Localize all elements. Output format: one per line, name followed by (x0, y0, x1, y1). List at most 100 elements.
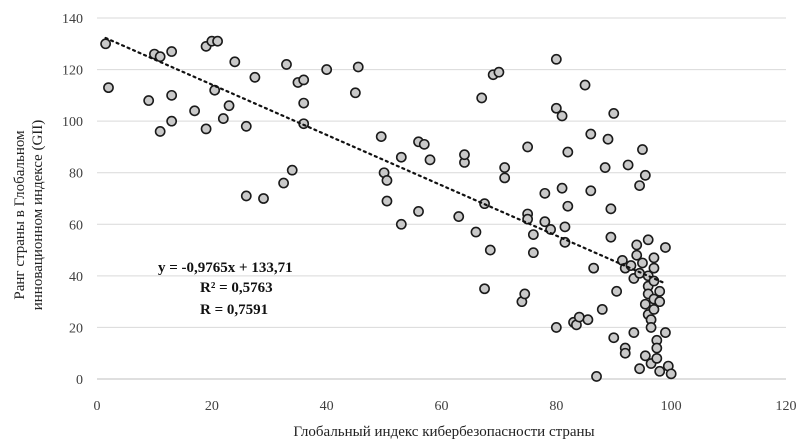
data-point (349, 87, 361, 99)
x-tick-label: 120 (776, 399, 797, 414)
data-point (660, 242, 671, 253)
data-point (642, 234, 654, 246)
data-point (223, 100, 235, 112)
data-point (605, 231, 617, 243)
data-point (286, 164, 298, 176)
data-point (212, 35, 223, 47)
data-point (189, 105, 201, 117)
y-axis-title-line-2: инновационном индексе (GII) (30, 120, 46, 311)
y-tick-label: 120 (62, 64, 83, 79)
data-point (550, 102, 562, 114)
data-point (519, 288, 531, 300)
data-point (573, 311, 585, 323)
x-tick-label: 100 (661, 399, 682, 414)
data-point (240, 120, 252, 132)
data-point (459, 149, 470, 161)
y-axis-title-line-1: Ранг страны в Глобальном (12, 130, 28, 300)
data-point (470, 226, 482, 238)
data-point (229, 56, 241, 68)
data-point (493, 66, 505, 78)
data-point (527, 247, 539, 259)
data-point (654, 365, 666, 377)
data-point (556, 110, 568, 122)
x-tick-label: 60 (435, 399, 449, 414)
x-tick-label: 20 (205, 399, 219, 414)
data-point (637, 144, 648, 155)
data-point (648, 262, 660, 274)
data-point (154, 126, 166, 137)
data-point (562, 146, 574, 158)
data-point (281, 59, 292, 70)
y-tick-label: 0 (76, 373, 83, 388)
data-point (602, 133, 614, 145)
data-point (631, 249, 643, 261)
data-point (634, 180, 645, 192)
data-point (240, 190, 252, 202)
data-point (418, 138, 430, 150)
data-point (608, 108, 620, 119)
data-point (484, 244, 496, 256)
data-point (639, 350, 651, 362)
data-point (249, 71, 261, 83)
y-tick-label: 20 (69, 321, 83, 336)
data-point (608, 332, 620, 344)
data-point (424, 154, 436, 166)
data-point (654, 296, 666, 308)
data-point (596, 303, 608, 315)
data-point (499, 172, 511, 184)
data-point (639, 169, 651, 181)
data-point (562, 200, 574, 212)
data-point (639, 298, 651, 310)
y-tick-label: 140 (62, 12, 83, 27)
data-point (476, 92, 488, 104)
data-point (611, 285, 623, 297)
data-point (628, 327, 640, 338)
data-point (381, 175, 393, 186)
x-tick-label: 40 (320, 399, 334, 414)
data-point (637, 257, 648, 269)
y-axis-title: Ранг страны в Глобальном инновационном и… (12, 120, 46, 311)
data-point (166, 46, 178, 57)
data-point (660, 327, 671, 338)
data-point (605, 203, 617, 215)
data-point (166, 89, 178, 101)
data-point (585, 128, 597, 140)
data-point (645, 322, 657, 333)
data-point (321, 64, 333, 75)
data-point (413, 205, 424, 217)
data-point (103, 82, 114, 94)
data-point (143, 95, 155, 106)
data-point (585, 185, 597, 197)
data-point (278, 177, 290, 189)
r-label: R = 0,7591 (200, 302, 268, 318)
data-point (499, 162, 511, 173)
x-tick-label: 0 (94, 399, 101, 414)
data-point (375, 131, 387, 143)
data-point (100, 38, 112, 50)
data-point (619, 347, 631, 359)
x-tick-labels: 0 20 40 60 80 100 120 (94, 399, 797, 414)
data-point (665, 368, 677, 380)
data-point (453, 211, 465, 222)
data-point (634, 363, 645, 375)
data-point (648, 303, 660, 315)
data-point (522, 141, 534, 153)
trendline (104, 36, 667, 285)
data-points (100, 35, 677, 382)
data-point (166, 115, 178, 127)
data-point (550, 53, 562, 65)
data-point (527, 229, 539, 240)
data-point (217, 113, 229, 124)
data-point (651, 342, 663, 354)
data-point (550, 322, 562, 333)
trendline-equation: y = -0,9765x + 133,71 (158, 260, 293, 276)
data-point (622, 159, 634, 171)
data-point (539, 216, 551, 228)
x-tick-label: 80 (549, 399, 563, 414)
r-squared-label: R² = 0,5763 (200, 280, 273, 296)
y-tick-label: 40 (69, 270, 83, 285)
gridlines (97, 17, 786, 328)
data-point (631, 239, 643, 251)
data-point (258, 193, 269, 204)
